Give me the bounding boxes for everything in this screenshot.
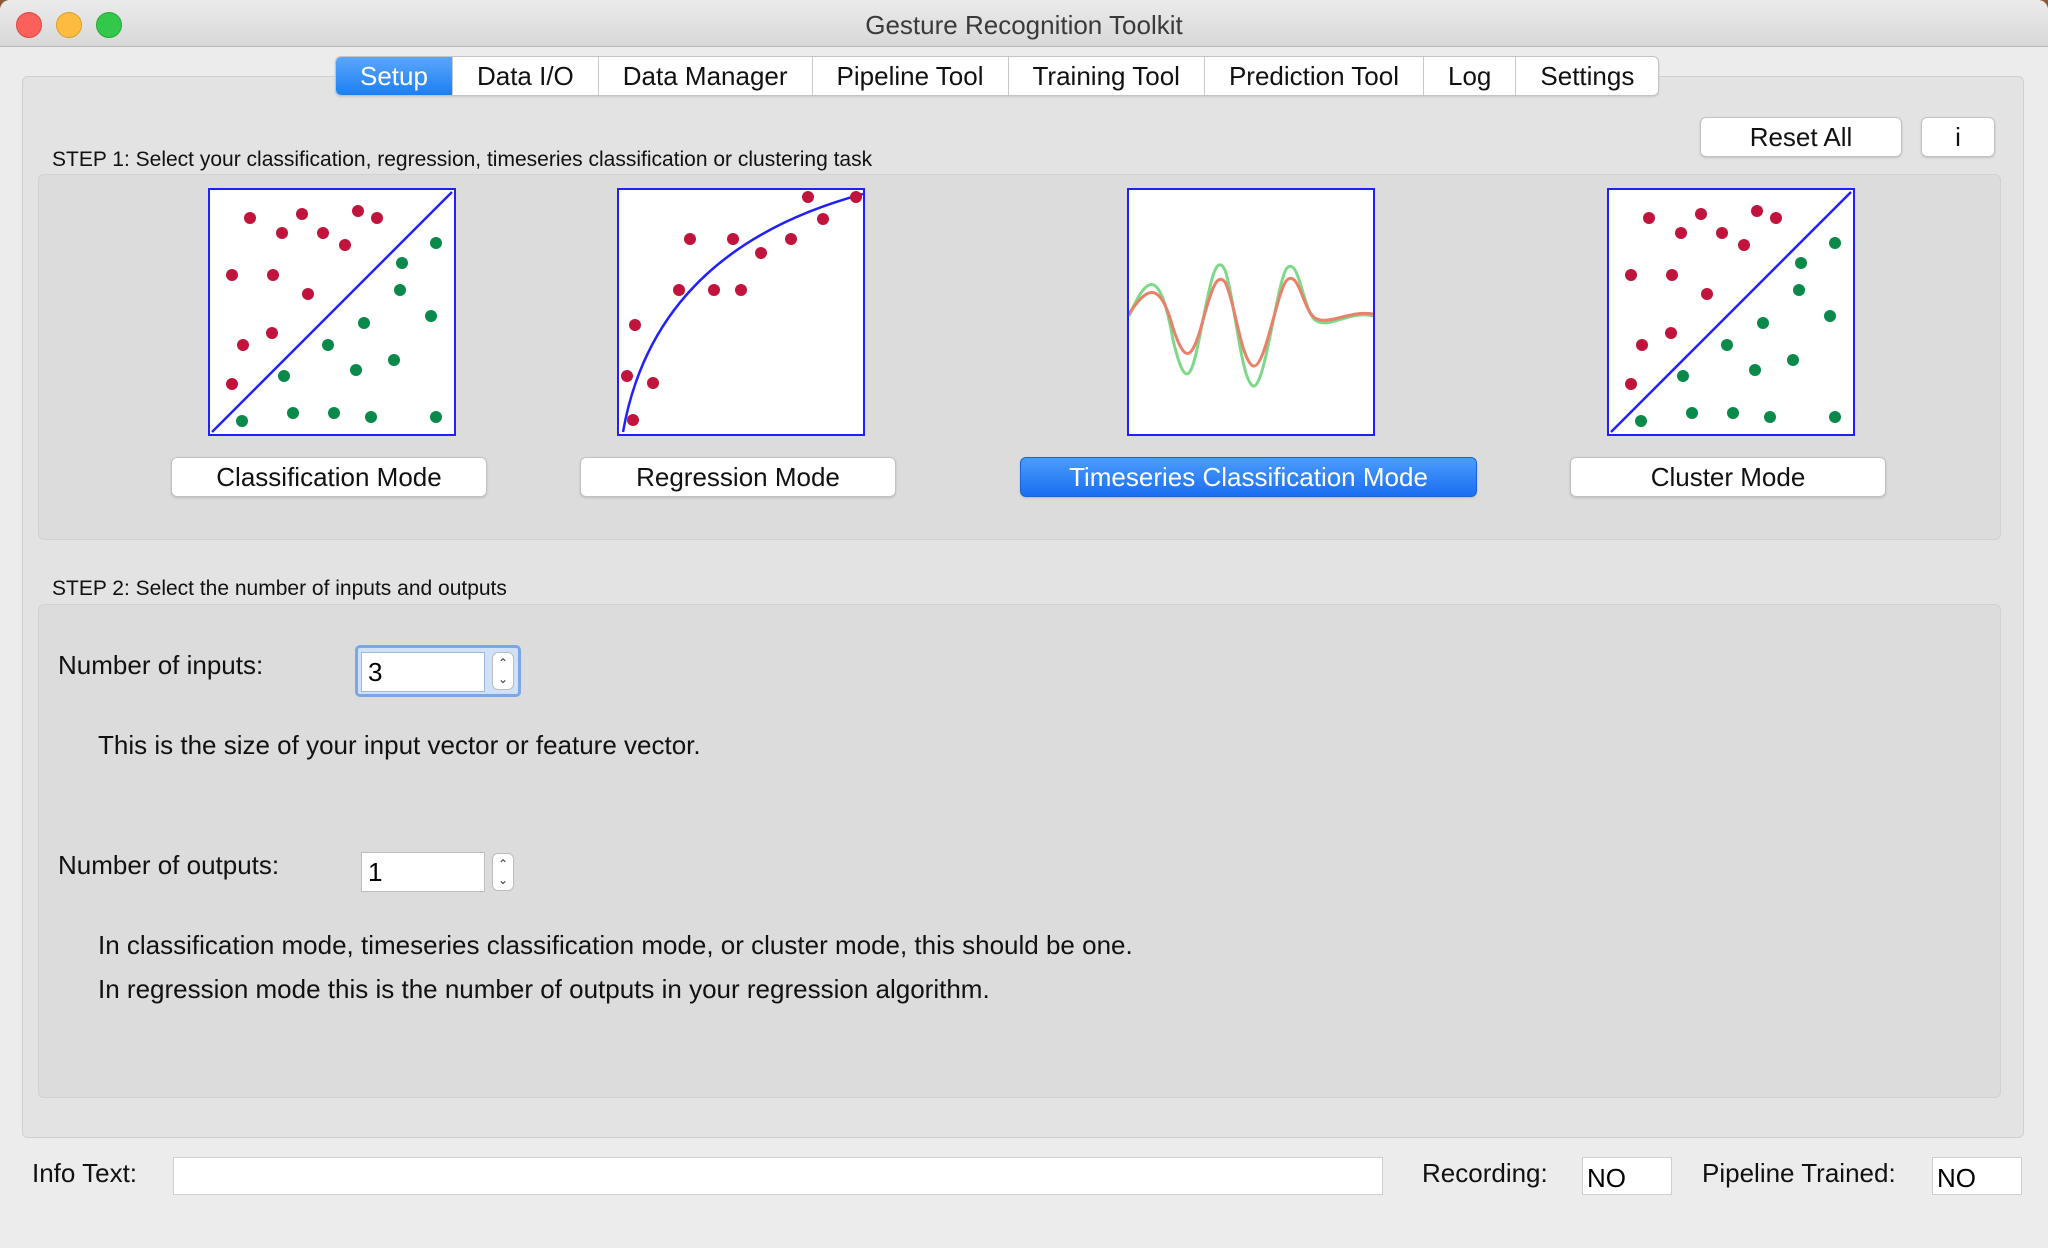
classification-mode-button[interactable]: Classification Mode (171, 457, 487, 497)
classification-plot-icon[interactable] (208, 188, 456, 436)
inputs-stepper[interactable]: ⌃ ⌄ (492, 652, 514, 690)
pipeline-trained-status-field: NO (1932, 1157, 2022, 1195)
number-of-outputs-field[interactable]: 1 (361, 852, 485, 892)
timeseries-classification-mode-button[interactable]: Timeseries Classification Mode (1020, 457, 1477, 497)
tab-prediction-tool[interactable]: Prediction Tool (1205, 57, 1425, 95)
number-of-inputs-field[interactable]: 3 (361, 652, 485, 692)
number-of-inputs-label: Number of inputs: (58, 650, 264, 680)
title-bar: Gesture Recognition Toolkit (0, 0, 2048, 47)
cluster-mode-button[interactable]: Cluster Mode (1570, 457, 1886, 497)
chevron-down-icon[interactable]: ⌄ (497, 873, 509, 887)
info-text-field (173, 1157, 1383, 1195)
chevron-up-icon[interactable]: ⌃ (497, 656, 509, 670)
io-settings-group (38, 604, 2001, 1098)
zoom-window-button[interactable] (96, 12, 122, 38)
window-title: Gesture Recognition Toolkit (865, 10, 1183, 40)
info-text-label: Info Text: (32, 1158, 138, 1188)
chevron-down-icon[interactable]: ⌄ (497, 672, 509, 686)
tab-pipeline-tool[interactable]: Pipeline Tool (813, 57, 1009, 95)
pipeline-trained-label: Pipeline Trained: (1702, 1158, 1896, 1188)
close-window-button[interactable] (16, 12, 42, 38)
outputs-help-line-1: In classification mode, timeseries class… (98, 930, 1133, 960)
outputs-help-line-2: In regression mode this is the number of… (98, 974, 990, 1004)
step1-label: STEP 1: Select your classification, regr… (52, 148, 873, 171)
tab-training-tool[interactable]: Training Tool (1009, 57, 1205, 95)
tab-data-io[interactable]: Data I/O (453, 57, 599, 95)
number-of-outputs-label: Number of outputs: (58, 850, 280, 880)
timeseries-plot-icon[interactable] (1127, 188, 1375, 436)
regression-plot-icon[interactable] (617, 188, 865, 436)
inputs-help-text: This is the size of your input vector or… (98, 730, 701, 760)
chevron-up-icon[interactable]: ⌃ (497, 857, 509, 871)
main-tab-bar: Setup Data I/O Data Manager Pipeline Too… (335, 56, 1660, 96)
tab-settings[interactable]: Settings (1540, 61, 1635, 91)
recording-label: Recording: (1422, 1158, 1548, 1188)
tab-setup[interactable]: Setup (336, 57, 453, 95)
outputs-stepper[interactable]: ⌃ ⌄ (492, 853, 514, 891)
tab-log[interactable]: Log (1424, 57, 1517, 95)
reset-all-button[interactable]: Reset All (1700, 117, 1902, 157)
recording-status-field: NO (1582, 1157, 1672, 1195)
regression-mode-button[interactable]: Regression Mode (580, 457, 896, 497)
cluster-plot-icon[interactable] (1607, 188, 1855, 436)
info-button[interactable]: i (1921, 117, 1995, 157)
tab-data-manager[interactable]: Data Manager (599, 57, 813, 95)
minimize-window-button[interactable] (56, 12, 82, 38)
step2-label: STEP 2: Select the number of inputs and … (52, 577, 507, 600)
